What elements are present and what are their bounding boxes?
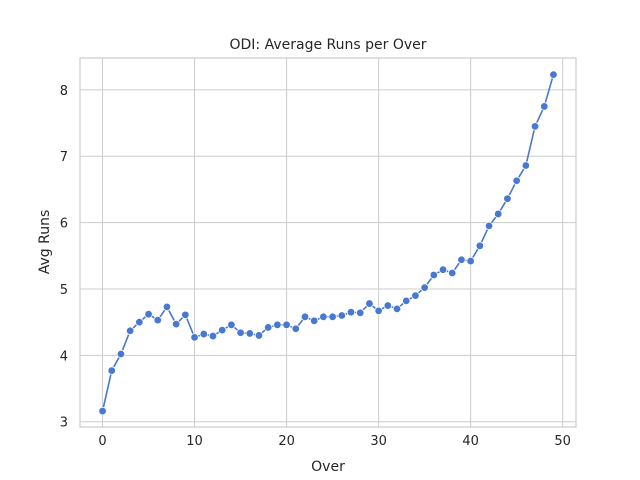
x-tick-label: 20 bbox=[278, 434, 295, 449]
y-tick-label: 5 bbox=[60, 283, 68, 298]
series-line bbox=[101, 74, 555, 412]
y-tick-label: 6 bbox=[60, 217, 68, 232]
data-point bbox=[144, 309, 153, 319]
data-point bbox=[411, 291, 420, 300]
data-point bbox=[383, 301, 393, 310]
data-point bbox=[429, 270, 439, 280]
data-point bbox=[521, 161, 531, 170]
data-point bbox=[300, 312, 310, 322]
data-point bbox=[107, 366, 116, 375]
data-point bbox=[190, 333, 199, 342]
data-point bbox=[153, 315, 162, 325]
x-tick-label: 40 bbox=[462, 434, 479, 449]
data-point bbox=[475, 241, 485, 251]
plot-frame bbox=[79, 57, 577, 428]
data-point bbox=[466, 256, 475, 266]
data-point bbox=[199, 329, 208, 339]
x-axis-label: Over bbox=[311, 459, 345, 475]
y-tick-labels: 3 4 5 6 7 8 bbox=[60, 84, 68, 431]
data-point bbox=[374, 306, 383, 316]
data-point bbox=[319, 312, 328, 322]
data-point bbox=[549, 70, 558, 79]
data-point bbox=[512, 176, 521, 185]
data-point bbox=[98, 406, 107, 416]
data-point bbox=[457, 255, 466, 264]
data-point bbox=[346, 307, 356, 317]
data-point bbox=[291, 324, 300, 333]
data-point bbox=[392, 304, 402, 314]
chart-title: ODI: Average Runs per Over bbox=[229, 37, 426, 53]
data-point bbox=[365, 299, 374, 308]
data-point bbox=[135, 317, 144, 327]
data-point bbox=[245, 329, 254, 338]
data-point bbox=[217, 325, 227, 335]
data-point bbox=[282, 320, 291, 329]
data-point bbox=[420, 283, 429, 292]
x-tick-label: 10 bbox=[186, 434, 203, 449]
x-tick-label: 50 bbox=[554, 434, 571, 449]
data-point bbox=[254, 331, 264, 340]
data-point bbox=[540, 102, 549, 111]
data-point bbox=[503, 194, 512, 203]
data-point bbox=[356, 308, 365, 318]
data-point bbox=[484, 221, 494, 231]
data-point bbox=[337, 311, 347, 320]
data-point bbox=[530, 122, 540, 131]
y-tick-label: 4 bbox=[60, 349, 68, 364]
y-tick-label: 3 bbox=[60, 416, 68, 431]
data-point bbox=[494, 209, 503, 219]
data-point bbox=[236, 328, 245, 337]
x-tick-label: 30 bbox=[370, 434, 387, 449]
series-group bbox=[98, 70, 558, 416]
x-tick-label: 0 bbox=[98, 434, 106, 449]
y-tick-label: 8 bbox=[60, 84, 68, 99]
data-point bbox=[171, 319, 181, 329]
data-point bbox=[116, 349, 126, 359]
x-tick-labels: 0 10 20 30 40 50 bbox=[98, 434, 571, 449]
data-point bbox=[273, 320, 282, 329]
data-point bbox=[309, 316, 319, 326]
data-point bbox=[181, 310, 190, 320]
data-point bbox=[448, 268, 457, 278]
data-point bbox=[263, 323, 273, 332]
data-point bbox=[208, 331, 218, 341]
data-point bbox=[227, 320, 236, 329]
data-point bbox=[125, 326, 135, 335]
data-point bbox=[402, 296, 411, 306]
data-point bbox=[328, 312, 337, 322]
y-axis-label: Avg Runs bbox=[37, 210, 53, 275]
data-point bbox=[438, 265, 448, 274]
grid-lines bbox=[80, 58, 576, 427]
y-tick-label: 7 bbox=[60, 150, 68, 165]
data-point bbox=[162, 302, 172, 312]
